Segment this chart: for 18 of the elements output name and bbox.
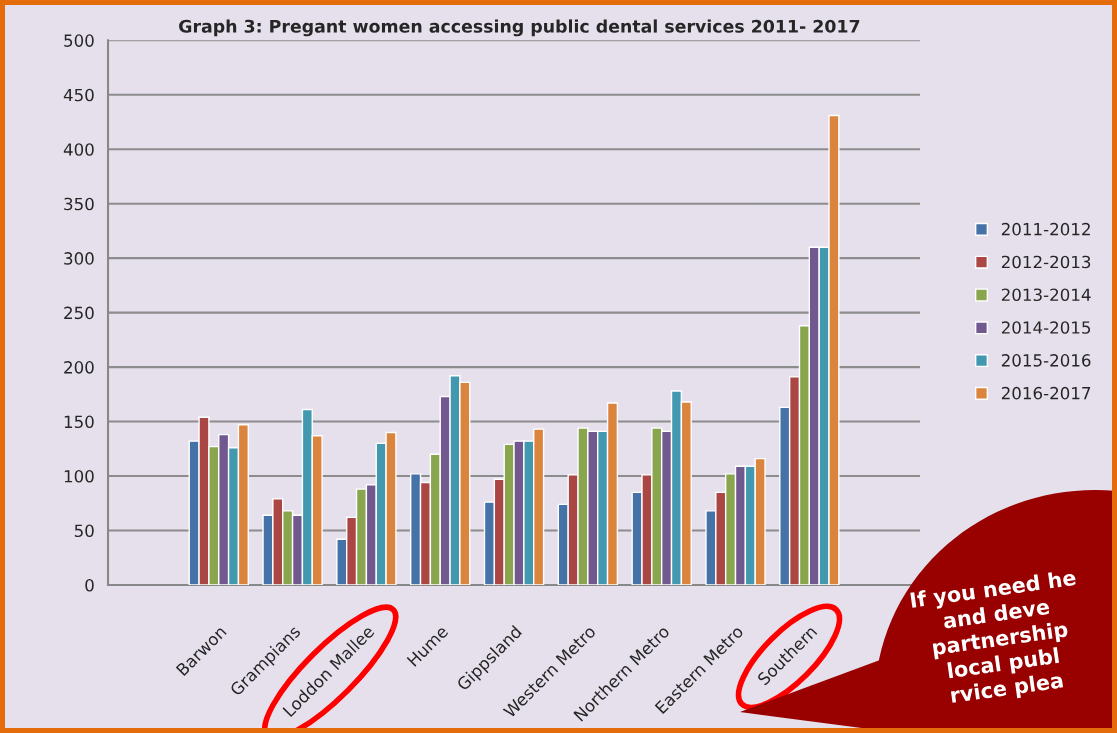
y-tick-label: 100 <box>64 469 94 483</box>
y-tick-label: 250 <box>64 306 94 320</box>
legend-label: 2011-2012 <box>1001 222 1090 236</box>
y-tick-label: 450 <box>63 88 94 102</box>
legend-label: 2014-2015 <box>1001 321 1091 334</box>
y-tick-label: 350 <box>64 197 94 211</box>
y-tick-label: 200 <box>64 361 94 374</box>
y-tick-label: 400 <box>63 143 94 156</box>
y-tick-label: 0 <box>85 578 94 592</box>
chart-title: Graph 3: Pregant women accessing public dental services 2011- 2017 <box>179 19 860 37</box>
legend-label: 2015-2016 <box>1001 354 1091 367</box>
legend-label: 2013-2014 <box>1001 288 1091 302</box>
y-tick-label: 50 <box>74 524 94 538</box>
legend-label: 2012-2013 <box>1001 255 1091 269</box>
y-tick-label: 300 <box>64 252 94 265</box>
legend-label: 2016-2017 <box>1001 386 1091 400</box>
y-tick-label: 150 <box>64 415 94 429</box>
y-tick-label: 500 <box>64 34 94 47</box>
